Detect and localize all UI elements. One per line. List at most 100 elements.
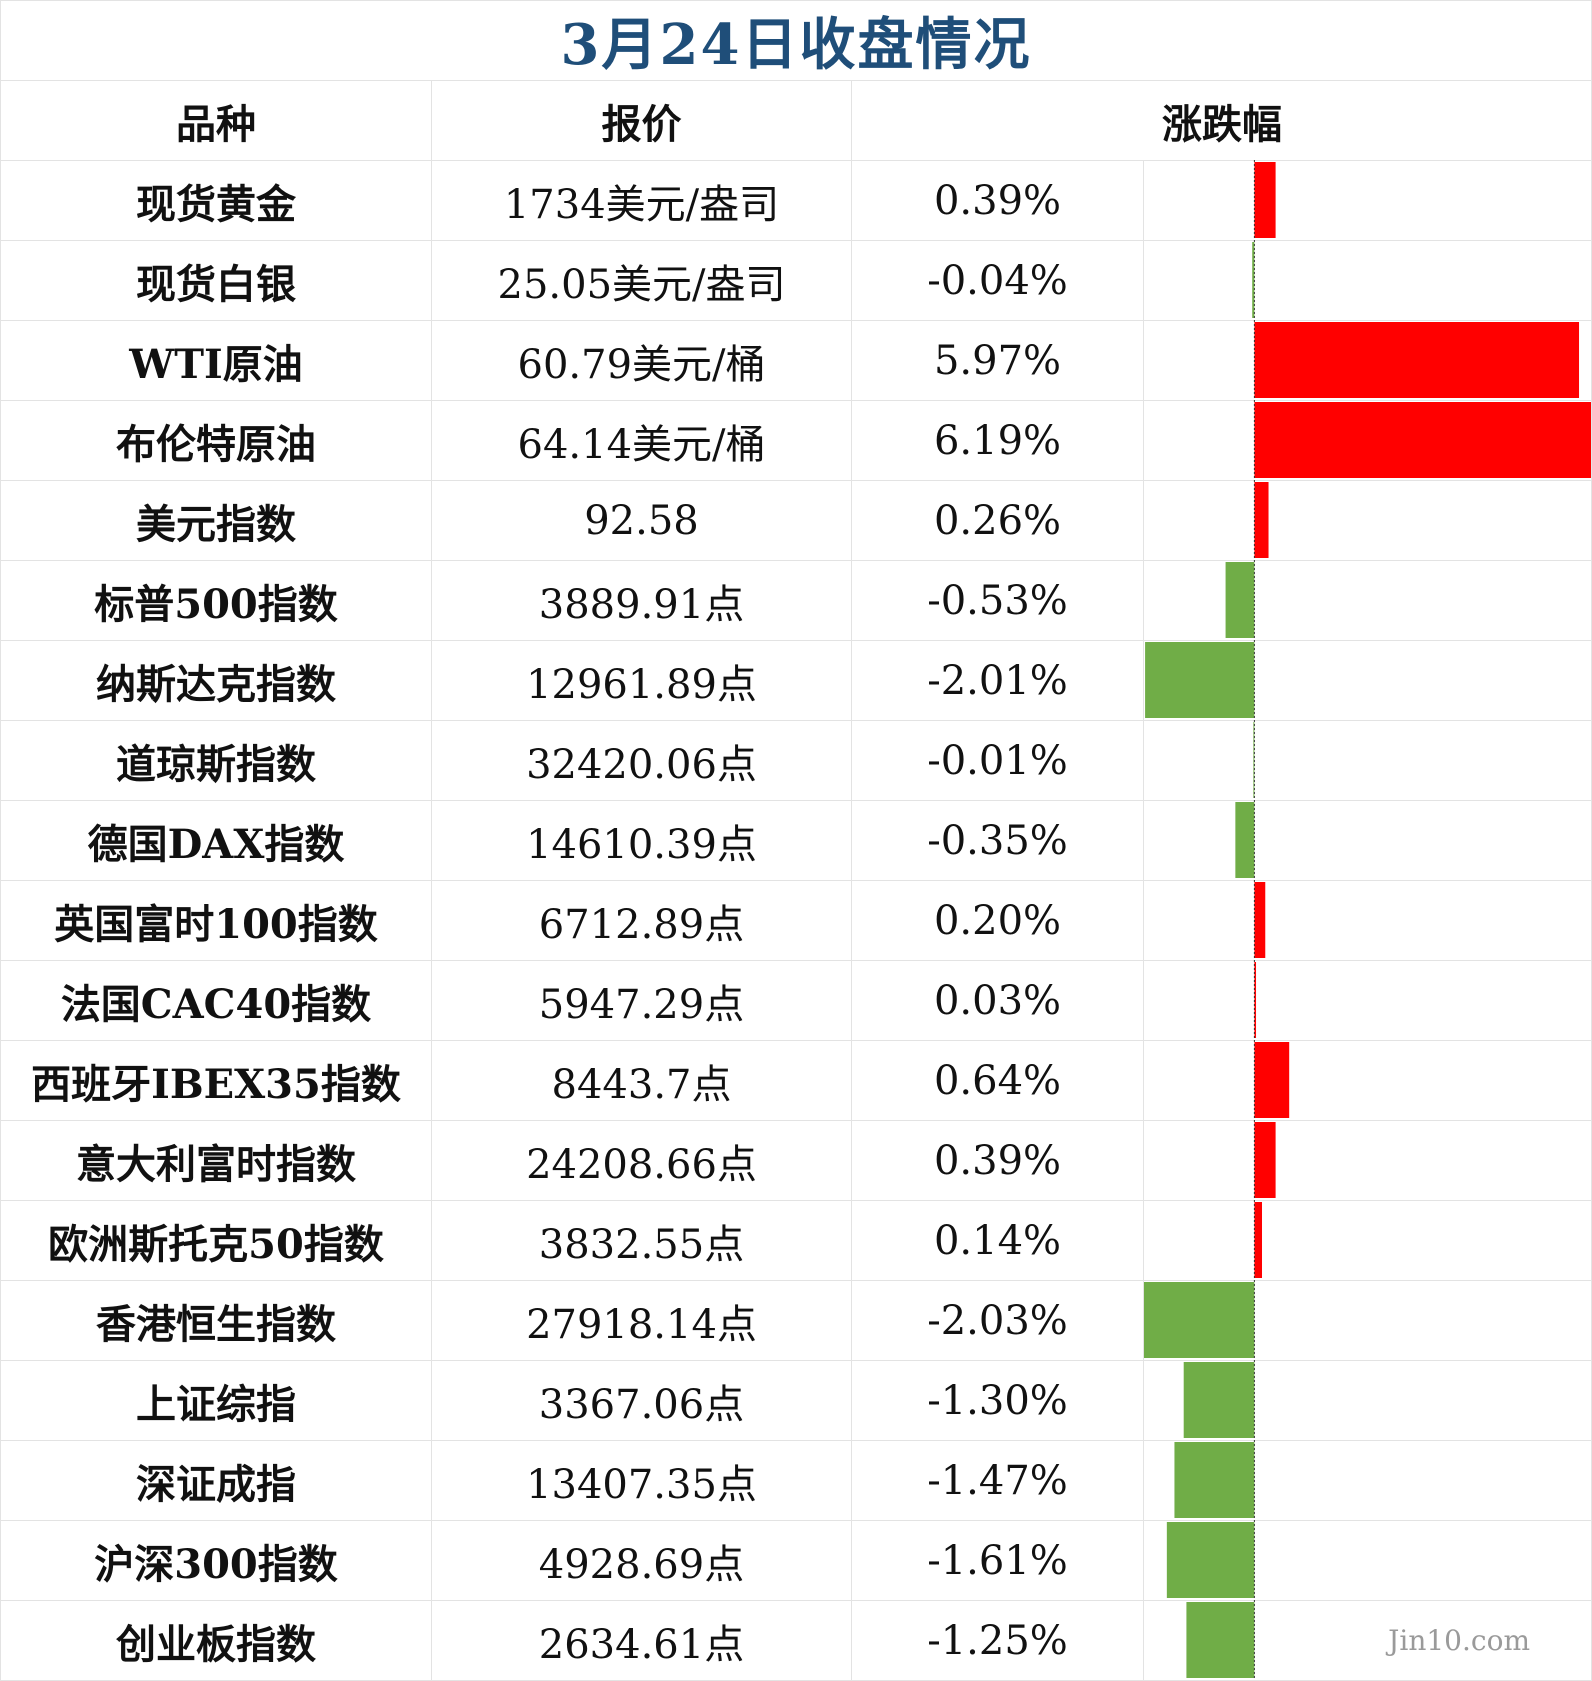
- table-row: 创业板指数 2634.61点 -1.25%: [0, 1600, 1592, 1681]
- row-name: 德国DAX指数: [0, 800, 432, 881]
- row-bar-cell: [1143, 1200, 1592, 1281]
- row-price: 25.05美元/盎司: [431, 240, 852, 321]
- row-bar-cell: [1143, 240, 1592, 321]
- row-price: 13407.35点: [431, 1440, 852, 1521]
- table-header: 品种 报价 涨跌幅: [0, 80, 1592, 161]
- row-change: 0.03%: [851, 960, 1144, 1041]
- row-price: 8443.7点: [431, 1040, 852, 1121]
- row-price: 2634.61点: [431, 1600, 852, 1681]
- row-name: 现货黄金: [0, 160, 432, 241]
- row-price: 5947.29点: [431, 960, 852, 1041]
- row-name: 法国CAC40指数: [0, 960, 432, 1041]
- row-name: 英国富时100指数: [0, 880, 432, 961]
- row-name: 西班牙IBEX35指数: [0, 1040, 432, 1121]
- row-bar-cell: [1143, 480, 1592, 561]
- row-name: 现货白银: [0, 240, 432, 321]
- row-name: 香港恒生指数: [0, 1280, 432, 1361]
- row-change: -0.04%: [851, 240, 1144, 321]
- row-change: -2.01%: [851, 640, 1144, 721]
- header-name: 品种: [0, 80, 432, 161]
- row-bar-cell: [1143, 1440, 1592, 1521]
- table-row: 现货黄金 1734美元/盎司 0.39%: [0, 160, 1592, 241]
- row-change: -0.35%: [851, 800, 1144, 881]
- row-bar-cell: [1143, 1520, 1592, 1601]
- row-price: 60.79美元/桶: [431, 320, 852, 401]
- row-bar-cell: [1143, 1120, 1592, 1201]
- row-change: -2.03%: [851, 1280, 1144, 1361]
- row-name: 美元指数: [0, 480, 432, 561]
- row-change: -1.25%: [851, 1600, 1144, 1681]
- row-price: 4928.69点: [431, 1520, 852, 1601]
- row-name: 意大利富时指数: [0, 1120, 432, 1201]
- row-name: 上证综指: [0, 1360, 432, 1441]
- row-price: 1734美元/盎司: [431, 160, 852, 241]
- row-change: 0.39%: [851, 1120, 1144, 1201]
- row-bar-cell: [1143, 640, 1592, 721]
- row-price: 24208.66点: [431, 1120, 852, 1201]
- row-bar-cell: [1143, 320, 1592, 401]
- table-row: 纳斯达克指数 12961.89点 -2.01%: [0, 640, 1592, 721]
- table-row: 沪深300指数 4928.69点 -1.61%: [0, 1520, 1592, 1601]
- table-row: 西班牙IBEX35指数 8443.7点 0.64%: [0, 1040, 1592, 1121]
- row-bar-cell: [1143, 160, 1592, 241]
- row-price: 32420.06点: [431, 720, 852, 801]
- table-row: 德国DAX指数 14610.39点 -0.35%: [0, 800, 1592, 881]
- table-row: 现货白银 25.05美元/盎司 -0.04%: [0, 240, 1592, 321]
- watermark: Jin10.com: [1388, 1624, 1530, 1657]
- quote-table: 品种 报价 涨跌幅 现货黄金 1734美元/盎司 0.39% 现货白银 25.05美元/…: [0, 80, 1592, 1681]
- row-name: WTI原油: [0, 320, 432, 401]
- row-change: 0.20%: [851, 880, 1144, 961]
- row-bar-cell: [1143, 1360, 1592, 1441]
- row-name: 欧洲斯托克50指数: [0, 1200, 432, 1281]
- row-price: 12961.89点: [431, 640, 852, 721]
- row-bar-cell: [1143, 560, 1592, 641]
- row-change: 0.39%: [851, 160, 1144, 241]
- row-name: 纳斯达克指数: [0, 640, 432, 721]
- row-bar-cell: [1143, 1040, 1592, 1121]
- row-price: 14610.39点: [431, 800, 852, 881]
- row-price: 6712.89点: [431, 880, 852, 961]
- row-change: -1.61%: [851, 1520, 1144, 1601]
- row-change: 5.97%: [851, 320, 1144, 401]
- table-row: 美元指数 92.58 0.26%: [0, 480, 1592, 561]
- header-change: 涨跌幅: [851, 80, 1592, 161]
- row-name: 布伦特原油: [0, 400, 432, 481]
- table-row: 法国CAC40指数 5947.29点 0.03%: [0, 960, 1592, 1041]
- row-bar-cell: [1143, 1280, 1592, 1361]
- table-row: 香港恒生指数 27918.14点 -2.03%: [0, 1280, 1592, 1361]
- row-name: 标普500指数: [0, 560, 432, 641]
- table-row: 深证成指 13407.35点 -1.47%: [0, 1440, 1592, 1521]
- row-change: 6.19%: [851, 400, 1144, 481]
- page-title: 3月24日收盘情况: [560, 11, 1032, 78]
- row-price: 3832.55点: [431, 1200, 852, 1281]
- row-change: -1.30%: [851, 1360, 1144, 1441]
- row-change: -1.47%: [851, 1440, 1144, 1521]
- table-row: 标普500指数 3889.91点 -0.53%: [0, 560, 1592, 641]
- table-row: 道琼斯指数 32420.06点 -0.01%: [0, 720, 1592, 801]
- row-bar-cell: [1143, 800, 1592, 881]
- row-name: 创业板指数: [0, 1600, 432, 1681]
- table-row: 上证综指 3367.06点 -1.30%: [0, 1360, 1592, 1441]
- table-row: 欧洲斯托克50指数 3832.55点 0.14%: [0, 1200, 1592, 1281]
- row-change: 0.26%: [851, 480, 1144, 561]
- row-bar-cell: [1143, 880, 1592, 961]
- row-name: 深证成指: [0, 1440, 432, 1521]
- table-row: WTI原油 60.79美元/桶 5.97%: [0, 320, 1592, 401]
- row-price: 64.14美元/桶: [431, 400, 852, 481]
- header-price: 报价: [431, 80, 852, 161]
- row-change: 0.64%: [851, 1040, 1144, 1121]
- table-row: 英国富时100指数 6712.89点 0.20%: [0, 880, 1592, 961]
- row-change: -0.53%: [851, 560, 1144, 641]
- table-row: 意大利富时指数 24208.66点 0.39%: [0, 1120, 1592, 1201]
- row-price: 27918.14点: [431, 1280, 852, 1361]
- row-bar-cell: [1143, 960, 1592, 1041]
- row-price: 3367.06点: [431, 1360, 852, 1441]
- row-bar-cell: [1143, 720, 1592, 801]
- table-row: 布伦特原油 64.14美元/桶 6.19%: [0, 400, 1592, 481]
- row-price: 3889.91点: [431, 560, 852, 641]
- row-price: 92.58: [431, 480, 852, 561]
- row-change: 0.14%: [851, 1200, 1144, 1281]
- row-bar-cell: [1143, 400, 1592, 481]
- row-name: 道琼斯指数: [0, 720, 432, 801]
